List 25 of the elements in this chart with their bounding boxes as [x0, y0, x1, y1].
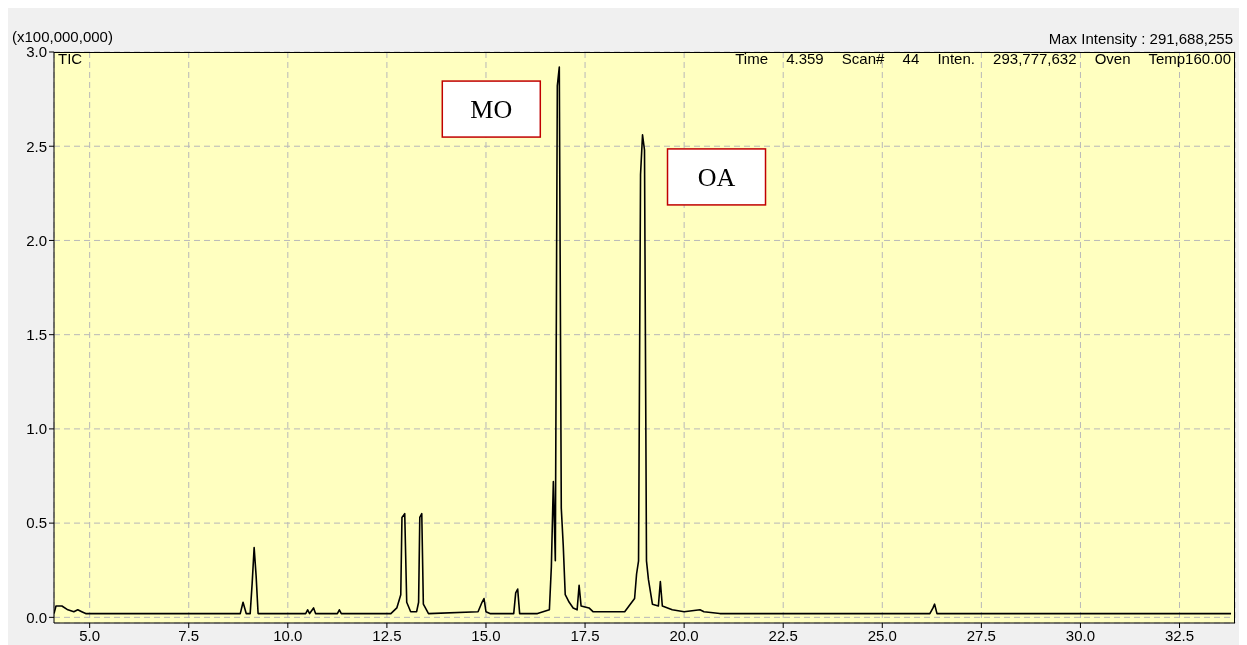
x-tick-label: 10.0	[273, 626, 303, 644]
x-tick-label: 15.0	[471, 626, 501, 644]
y-axis-title: (x100,000,000)	[12, 28, 113, 45]
x-tick-label: 17.5	[570, 626, 600, 644]
x-tick-label: 32.5	[1164, 626, 1195, 644]
y-tick-label: 1.0	[26, 420, 47, 438]
y-tick-label: 3.0	[26, 43, 47, 61]
annotation: TIC	[58, 50, 83, 67]
y-tick-label: 0.0	[26, 608, 47, 626]
y-tick-label: 0.5	[26, 514, 47, 532]
text: Max Intensity : 291,688,255	[1048, 30, 1233, 47]
y-tick-label: 2.5	[26, 137, 47, 155]
x-tick-label: 27.5	[966, 626, 996, 644]
annotation: Time 4.359 Scan# 44 Inten. 293,777,632 Oven Temp160.00	[735, 50, 1231, 67]
x-tick-label: 25.0	[867, 626, 897, 644]
x-tick-label: 22.5	[768, 626, 798, 644]
x-tick-label: 20.0	[669, 626, 699, 644]
x-tick-label: 12.5	[372, 626, 402, 644]
x-tick-label: 5.0	[79, 626, 101, 644]
annotation: MO	[470, 95, 513, 125]
x-tick-label: 7.5	[178, 626, 200, 644]
annotation: OA	[697, 162, 736, 192]
y-tick-label: 1.5	[26, 326, 47, 343]
x-tick-label: 30.0	[1065, 626, 1096, 644]
y-tick-label: 2.0	[26, 231, 47, 249]
